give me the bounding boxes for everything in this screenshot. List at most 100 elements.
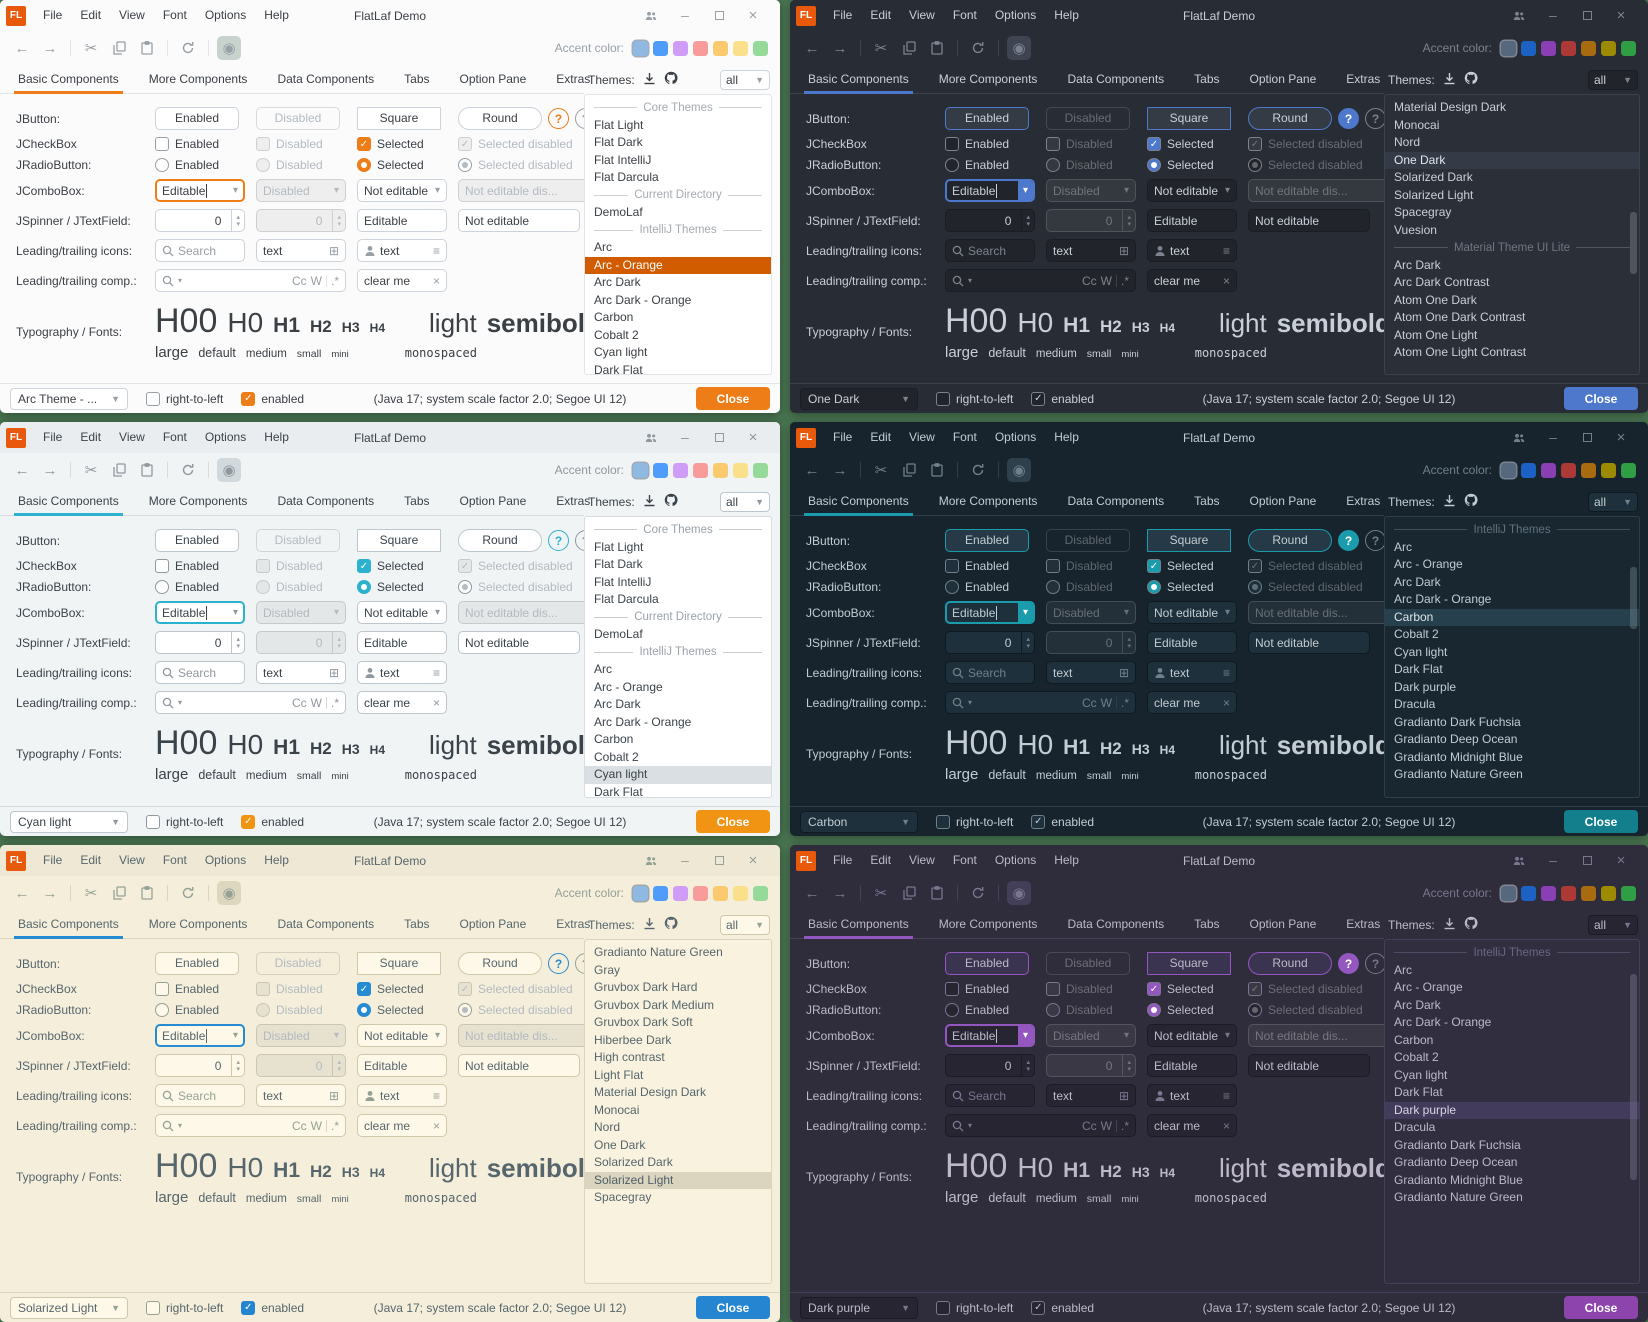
chevron-down-icon[interactable]: ▾ (1017, 181, 1033, 200)
accent-swatch-1[interactable] (633, 885, 648, 901)
theme-list-item[interactable]: High contrast (594, 1050, 665, 1064)
combobox-editable[interactable]: Editable ▾ (945, 1024, 1035, 1047)
theme-list-item[interactable]: Flat Light (594, 539, 644, 554)
accent-swatch-3[interactable] (673, 462, 688, 478)
chevron-down-icon[interactable]: ▾ (232, 607, 238, 618)
menu-item-font[interactable]: Font (162, 853, 187, 867)
radio-enabled[interactable]: Enabled (945, 580, 1009, 594)
clear-me-input[interactable]: clear me × (1147, 691, 1237, 714)
spinner[interactable]: 0 ▴ ▾ (945, 209, 1035, 232)
minimize-button[interactable]: – (681, 429, 689, 445)
close-window-button[interactable]: × (1616, 7, 1626, 24)
text-field-with-user-icon[interactable]: text ≡ (1147, 661, 1237, 684)
theme-list-item[interactable]: Arc Dark (1394, 257, 1441, 272)
menu-item-file[interactable]: File (833, 853, 853, 867)
tab-more-components[interactable]: More Components (938, 494, 1038, 508)
accent-swatch-6[interactable] (1601, 462, 1616, 478)
chevron-down-icon[interactable]: ▾ (178, 698, 183, 707)
chevron-down-icon[interactable]: ▾ (968, 276, 973, 285)
spinner[interactable]: 0 ▴ ▾ (945, 1054, 1035, 1077)
enabled-checkbox[interactable]: ✓ enabled (1031, 1300, 1094, 1315)
theme-list-item[interactable]: Light Flat (594, 1067, 644, 1082)
table-icon[interactable]: ⊞ (1118, 665, 1129, 680)
enabled-checkbox[interactable]: ✓ enabled (241, 814, 304, 829)
help-button[interactable]: ? (1338, 530, 1359, 551)
theme-list-item[interactable]: Atom One Dark (1394, 292, 1477, 307)
tab-more-components[interactable]: More Components (148, 917, 248, 931)
table-icon[interactable]: ⊞ (328, 1088, 339, 1103)
theme-list-item[interactable]: One Dark (1385, 151, 1639, 169)
theme-list-item[interactable]: Spacegray (1394, 205, 1452, 219)
tab-option-pane[interactable]: Option Pane (459, 917, 527, 931)
spinner-down-icon[interactable]: ▾ (236, 1065, 240, 1073)
accent-swatch-7[interactable] (1621, 885, 1636, 901)
round-button[interactable]: Round (458, 107, 542, 130)
forward-icon[interactable]: → (42, 39, 58, 57)
close-button[interactable]: Close (1564, 810, 1638, 833)
theme-list-item[interactable]: Cyan light (594, 345, 648, 359)
tab-option-pane[interactable]: Option Pane (459, 72, 527, 86)
theme-list-item[interactable]: Gruvbox Dark Hard (594, 980, 698, 994)
forward-icon[interactable]: → (42, 884, 58, 902)
menu-item-help[interactable]: Help (264, 853, 289, 867)
back-icon[interactable]: ← (14, 884, 30, 902)
round-button[interactable]: Round (1248, 107, 1332, 130)
theme-list-item[interactable]: Flat Dark (594, 135, 643, 149)
close-button[interactable]: Close (1564, 387, 1638, 410)
theme-list-item[interactable]: Vuesion (1394, 222, 1437, 237)
accent-swatch-4[interactable] (693, 462, 708, 478)
accent-swatch-5[interactable] (1581, 462, 1596, 478)
spinner-down-icon[interactable]: ▾ (236, 642, 240, 650)
inspect-toggle-icon[interactable]: ◉ (217, 36, 241, 60)
close-window-button[interactable]: × (1616, 852, 1626, 869)
textfield-editable[interactable]: Editable (1147, 1054, 1237, 1077)
search-input[interactable]: Search (945, 661, 1035, 684)
maximize-button[interactable] (1570, 422, 1604, 453)
theme-list-item[interactable]: Flat Darcula (594, 592, 659, 606)
close-window-button[interactable]: × (748, 852, 758, 869)
enabled-checkbox[interactable]: ✓ enabled (241, 391, 304, 406)
tab-more-components[interactable]: More Components (938, 72, 1038, 86)
help-button[interactable]: ? (1338, 953, 1359, 974)
search-with-options-input[interactable]: ▾ Cc W .* (945, 1114, 1136, 1137)
users-icon[interactable] (1502, 845, 1536, 876)
radio-enabled[interactable]: Enabled (155, 580, 219, 594)
back-icon[interactable]: ← (804, 39, 820, 57)
theme-list-item[interactable]: Monocai (1394, 117, 1440, 132)
combobox-not-editable[interactable]: Not editable ▾ (357, 1024, 447, 1047)
theme-list-item[interactable]: Flat Darcula (594, 170, 659, 184)
forward-icon[interactable]: → (832, 884, 848, 902)
text-field-with-user-icon[interactable]: text ≡ (1147, 1084, 1237, 1107)
search-input[interactable]: Search (155, 661, 245, 684)
round-button[interactable]: Round (1248, 529, 1332, 552)
copy-icon[interactable] (107, 36, 131, 60)
chevron-down-icon[interactable]: ▾ (1017, 1026, 1033, 1045)
menu-item-edit[interactable]: Edit (870, 853, 892, 867)
textfield-editable[interactable]: Editable (357, 1054, 447, 1077)
match-case-icon[interactable]: Cc (291, 695, 307, 710)
copy-icon[interactable] (897, 458, 921, 482)
enabled-button[interactable]: Enabled (945, 529, 1029, 552)
minimize-button[interactable]: – (1549, 852, 1557, 868)
clear-icon[interactable]: × (1222, 695, 1230, 710)
right-to-left-checkbox[interactable]: ✓right-to-left (936, 1300, 1013, 1315)
spinner-up-icon[interactable]: ▴ (1026, 1058, 1030, 1066)
chevron-down-icon[interactable]: ▾ (178, 1121, 183, 1130)
github-icon[interactable] (1464, 916, 1478, 933)
search-input[interactable]: Search (945, 1084, 1035, 1107)
copy-icon[interactable] (107, 458, 131, 482)
match-case-icon[interactable]: Cc (291, 273, 307, 288)
themes-filter-dropdown[interactable]: all ▼ (1588, 69, 1638, 90)
theme-list-item[interactable]: Gradianto Dark Fuchsia (1394, 714, 1521, 729)
square-button[interactable]: Square (1147, 529, 1231, 552)
checkbox-selected[interactable]: ✓ Selected (1147, 137, 1214, 151)
theme-list-item[interactable]: Atom One Light Contrast (1394, 345, 1527, 359)
menu-item-view[interactable]: View (119, 8, 145, 22)
menu-item-edit[interactable]: Edit (870, 8, 892, 22)
theme-list-item[interactable]: Cyan light (1394, 1067, 1448, 1082)
cut-icon[interactable]: ✂ (874, 885, 888, 902)
copy-icon[interactable] (897, 36, 921, 60)
accent-swatch-4[interactable] (1561, 462, 1576, 478)
close-button[interactable]: Close (1564, 1296, 1638, 1319)
text-field-with-user-icon[interactable]: text ≡ (357, 661, 447, 684)
